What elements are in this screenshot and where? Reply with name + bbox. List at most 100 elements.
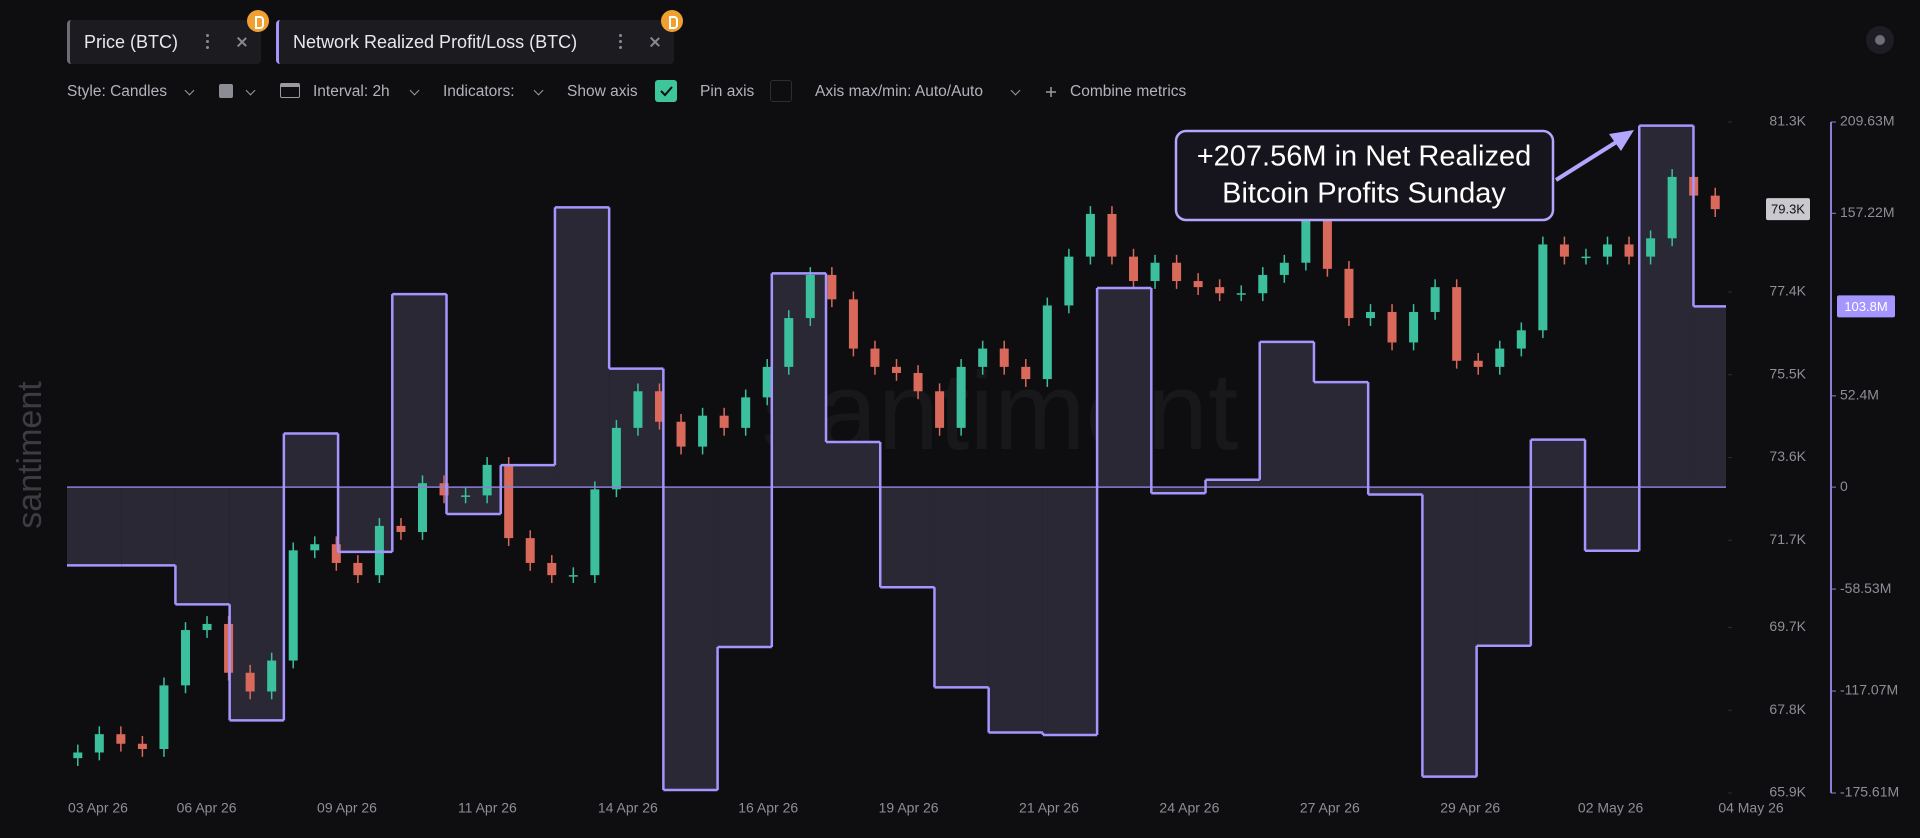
candle-body bbox=[1344, 268, 1354, 319]
candle-body bbox=[547, 562, 557, 576]
candle-body bbox=[525, 538, 535, 563]
candle-body bbox=[181, 630, 190, 686]
candle-body bbox=[1322, 220, 1332, 269]
candle-body bbox=[1107, 213, 1117, 257]
show-axis-checkbox[interactable] bbox=[655, 80, 677, 102]
y2-tick-label: 209.63M bbox=[1840, 113, 1894, 129]
y-tick-label: 65.9K bbox=[1769, 784, 1806, 800]
line-layer bbox=[67, 124, 1726, 792]
annotation-arrowhead bbox=[1609, 130, 1634, 151]
check-mark bbox=[660, 86, 673, 97]
y-tick-label: 77.4K bbox=[1769, 283, 1806, 299]
candle-body bbox=[1172, 262, 1182, 282]
area-fill bbox=[717, 487, 772, 648]
x-tick-label: 03 Apr 26 bbox=[68, 800, 128, 816]
candle-body bbox=[1495, 348, 1505, 367]
area-fill bbox=[554, 207, 610, 488]
area-fill bbox=[67, 487, 122, 566]
candle-body bbox=[1366, 311, 1375, 319]
area-fill bbox=[826, 442, 881, 488]
candle-body bbox=[1150, 262, 1160, 282]
interval-select[interactable]: Interval: 2h bbox=[313, 83, 390, 100]
y-tick-label: 75.5K bbox=[1769, 365, 1806, 381]
area-fill bbox=[1368, 487, 1423, 495]
axis-range-select[interactable]: Axis max/min: Auto/Auto bbox=[815, 83, 983, 100]
candle-body bbox=[1452, 287, 1462, 361]
price-badge-label: 79.3K bbox=[1771, 202, 1805, 217]
value-badge-label: 103.8M bbox=[1844, 299, 1887, 314]
candle-body bbox=[1516, 330, 1526, 349]
combine-metrics[interactable]: Combine metrics bbox=[1070, 83, 1187, 100]
candle-body bbox=[94, 734, 104, 753]
y-tick-label: 81.3K bbox=[1769, 113, 1806, 129]
area-fill bbox=[663, 487, 718, 791]
tab-price[interactable]: Price (BTC) bbox=[67, 20, 261, 64]
candle-body bbox=[1581, 256, 1591, 259]
candle-body bbox=[1667, 176, 1677, 239]
area-fill bbox=[1585, 487, 1640, 551]
candle-body bbox=[655, 391, 664, 422]
candle-body bbox=[353, 562, 363, 576]
tab-menu[interactable] bbox=[619, 34, 622, 37]
area-fill bbox=[1097, 288, 1152, 488]
candle-body bbox=[482, 464, 492, 496]
pin-axis-checkbox[interactable] bbox=[770, 80, 792, 102]
tab-close[interactable] bbox=[649, 36, 661, 48]
value-badge bbox=[1837, 295, 1895, 318]
candle-body bbox=[611, 427, 621, 490]
candle-body bbox=[1624, 244, 1634, 257]
annotation-text: +207.56M in Net Realized bbox=[1197, 141, 1532, 173]
candle-body bbox=[870, 348, 880, 367]
candle-body bbox=[719, 415, 729, 428]
candle-body bbox=[245, 672, 255, 692]
pin-axis-label: Pin axis bbox=[700, 83, 755, 100]
candle-body bbox=[418, 483, 427, 533]
candle-body bbox=[1021, 366, 1031, 380]
candle-body bbox=[374, 525, 384, 576]
candle-body bbox=[1236, 293, 1246, 295]
candle-body bbox=[137, 743, 147, 749]
area-fill bbox=[500, 465, 555, 488]
tab-menu[interactable] bbox=[206, 34, 209, 37]
tab-nrpl[interactable]: Network Realized Profit/Loss (BTC) bbox=[276, 20, 674, 64]
candle-body bbox=[1193, 281, 1203, 288]
candle-body bbox=[396, 525, 406, 533]
candle-body bbox=[331, 544, 341, 563]
plus-icon bbox=[1046, 87, 1056, 97]
candle-body bbox=[956, 366, 966, 428]
area-fill bbox=[1639, 125, 1694, 488]
indicators-select[interactable]: Indicators: bbox=[443, 83, 515, 100]
candle-body bbox=[978, 348, 988, 367]
candle-body bbox=[1258, 274, 1268, 294]
candle-body bbox=[1559, 244, 1569, 257]
side-watermark: santiment bbox=[11, 381, 49, 529]
candle-body bbox=[1710, 195, 1720, 210]
area-fill bbox=[338, 487, 393, 552]
x-tick-label: 21 Apr 26 bbox=[1019, 800, 1079, 816]
area-fill bbox=[1151, 487, 1206, 494]
area-layer bbox=[67, 125, 1726, 791]
candle-body bbox=[892, 366, 901, 373]
coin-badge bbox=[247, 10, 269, 32]
tab-close[interactable] bbox=[236, 36, 248, 48]
candle-body bbox=[504, 464, 514, 539]
candle-body bbox=[935, 391, 945, 428]
candle-body bbox=[310, 544, 320, 551]
area-fill bbox=[121, 487, 176, 566]
candle-body bbox=[1215, 287, 1225, 294]
candle-body bbox=[1603, 244, 1612, 257]
x-tick-label: 16 Apr 26 bbox=[738, 800, 798, 816]
area-fill bbox=[1422, 487, 1477, 777]
color-swatch[interactable] bbox=[219, 84, 233, 98]
candle-body bbox=[461, 495, 471, 497]
y-tick-label: 67.8K bbox=[1769, 701, 1806, 717]
x-tick-label: 06 Apr 26 bbox=[177, 800, 237, 816]
candle-body bbox=[1301, 220, 1311, 263]
candle-body bbox=[116, 734, 126, 744]
area-fill bbox=[1042, 487, 1098, 735]
area-fill bbox=[771, 273, 827, 488]
candle-body bbox=[1538, 244, 1548, 331]
candle-body bbox=[267, 660, 277, 692]
style-select[interactable]: Style: Candles bbox=[67, 83, 167, 100]
area-fill bbox=[1693, 306, 1726, 488]
